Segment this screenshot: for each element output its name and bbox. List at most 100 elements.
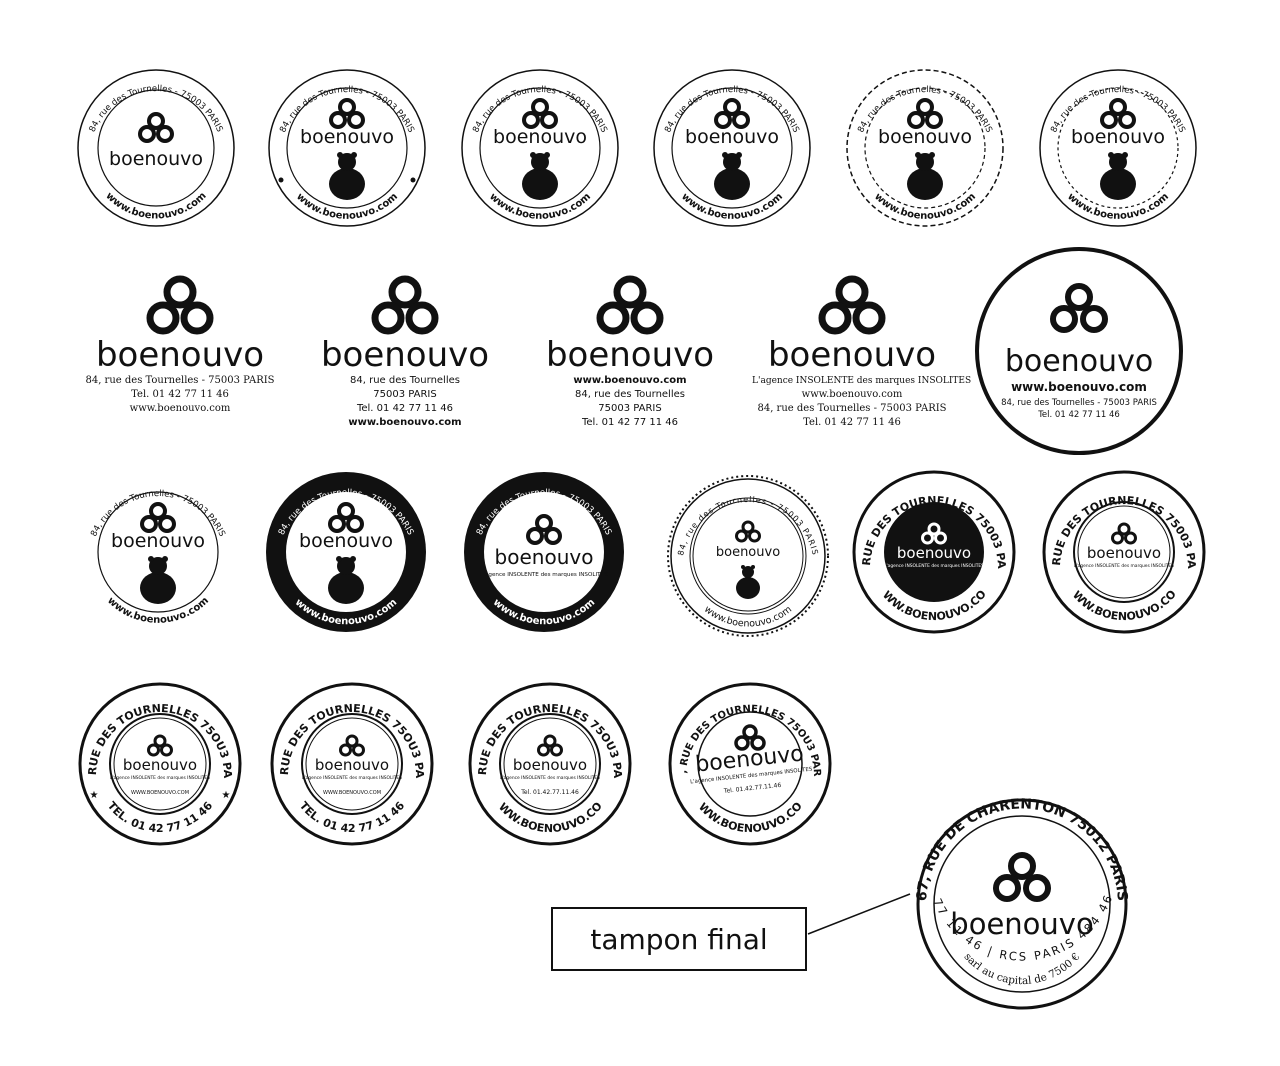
stamp-r3-6-svg: 84, RUE DES TOURNELLES 75003 PARIS WWW.B… bbox=[1042, 470, 1206, 634]
logo-rings-icon bbox=[714, 98, 750, 129]
svg-text:67, RUE DE CHARENTON 75012 PAR: 67, RUE DE CHARENTON 75012 PARIS bbox=[914, 796, 1130, 901]
stamp-r2-tel: Tel. 01 42 77 11 46 bbox=[1037, 410, 1120, 420]
stamp-r4-2-tagline: L'agence INSOLENTE des marques INSOLITES bbox=[302, 775, 402, 781]
stamp-r4-3-tel: Tel. 01.42.77.11.46 bbox=[520, 789, 579, 796]
star-icon: ★ bbox=[90, 790, 99, 801]
stamp-r3-5-tagline: L'agence INSOLENTE des marques INSOLITES bbox=[884, 563, 984, 569]
logo-rings-icon bbox=[735, 520, 761, 543]
bear-silhouette-icon bbox=[907, 152, 943, 200]
stamp-r3-6: 84, RUE DES TOURNELLES 75003 PARIS WWW.B… bbox=[1040, 468, 1208, 636]
stamp-r3-4: 84, rue des Tournelles - 75003 PARIS www… bbox=[664, 470, 832, 642]
stamp-r3-1-svg: 84, rue des Tournelles - 75003 PARIS www… bbox=[89, 489, 227, 626]
logo-rings-icon bbox=[526, 514, 562, 545]
stamp-r1-4: 84, rue des Tournelles - 75003 PARIS www… bbox=[652, 66, 812, 230]
logo-rings-icon bbox=[734, 724, 766, 751]
stamp-r3-5-svg: 84, RUE DES TOURNELLES 75003 PARIS WWW.B… bbox=[852, 470, 1016, 634]
logo-block-2-tel: Tel. 01 42 77 11 46 bbox=[356, 403, 454, 414]
logo-block-4: boenouvo L'agence INSOLENTE des marques … bbox=[752, 274, 972, 430]
logo-block-4-tagline: L'agence INSOLENTE des marques INSOLITES bbox=[752, 376, 972, 386]
logo-block-1: boenouvo 84, rue des Tournelles - 75003 … bbox=[80, 274, 280, 416]
logo-block-2-address: 84, rue des Tournelles bbox=[350, 375, 460, 386]
stamp-r1-3: 84, rue des Tournelles - 75003 PARIS www… bbox=[460, 66, 620, 230]
logo-rings-icon bbox=[146, 275, 214, 335]
stamp-r1-3-brand: boenouvo bbox=[493, 126, 587, 148]
logo-block-2-brand: boenouvo bbox=[321, 335, 489, 375]
stamp-r1-1-brand: boenouvo bbox=[109, 148, 203, 170]
final-stamp-svg: 67, RUE DE CHARENTON 75012 PARIS 01 42 7… bbox=[914, 796, 1130, 1010]
logo-rings-icon bbox=[1111, 522, 1137, 545]
logo-block-3-tel: Tel. 01 42 77 11 46 bbox=[581, 417, 679, 428]
stamp-r1-1-svg: 84, rue des Tournelles - 75003 PARIS www… bbox=[77, 69, 235, 227]
final-stamp-brand: boenouvo bbox=[950, 907, 1093, 941]
stamp-r4-4-tel: Tel. 01.42.77.11.46 bbox=[723, 782, 782, 795]
final-stamp-street: 67, RUE DE CHARENTON 75012 PARIS bbox=[914, 796, 1130, 901]
stamp-r1-2: 84, rue des Tournelles - 75003 PARIS www… bbox=[267, 66, 427, 230]
stamp-r4-2-brand: boenouvo bbox=[315, 756, 389, 774]
logo-block-1-web: www.boenouvo.com bbox=[129, 403, 231, 414]
logo-rings-icon bbox=[907, 98, 943, 129]
logo-block-4-brand: boenouvo bbox=[768, 335, 936, 375]
stamp-r4-1-web: WWW.BOENOUVO.COM bbox=[131, 790, 189, 796]
bear-silhouette-icon bbox=[522, 152, 558, 200]
logo-rings-icon bbox=[371, 275, 439, 335]
logo-block-4-web: www.boenouvo.com bbox=[801, 389, 903, 400]
final-stamp-label: tampon final bbox=[551, 907, 807, 971]
stamp-r4-1-svg: 84, RUE DES TOURNELLES 75OU3 PARIS TEL. … bbox=[78, 682, 242, 846]
logo-rings-icon bbox=[537, 734, 563, 757]
stamp-r3-1-brand: boenouvo bbox=[111, 530, 205, 552]
logo-rings-icon bbox=[140, 502, 176, 533]
logo-block-1-address: 84, rue des Tournelles - 75003 PARIS bbox=[85, 375, 275, 386]
logo-rings-icon bbox=[596, 275, 664, 335]
stamp-r3-5: 84, RUE DES TOURNELLES 75003 PARIS WWW.B… bbox=[850, 468, 1018, 636]
logo-block-3-svg: boenouvo bbox=[546, 275, 714, 375]
stamp-r3-5-brand: boenouvo bbox=[897, 544, 971, 562]
logo-block-4-svg: boenouvo bbox=[768, 275, 936, 375]
stamp-r1-6: 84, rue des Tournelles - 75003 PARIS www… bbox=[1038, 66, 1198, 230]
stamp-r4-2-svg: 84, RUE DES TOURNELLES 75OU3 PARIS TEL. … bbox=[270, 682, 434, 846]
stamp-r3-3: 84, rue des Tournelles - 75003 PARIS www… bbox=[462, 470, 626, 634]
stamp-r4-2: 84, RUE DES TOURNELLES 75OU3 PARIS TEL. … bbox=[268, 680, 436, 848]
bear-silhouette-icon bbox=[140, 556, 176, 604]
bear-silhouette-icon bbox=[329, 152, 365, 200]
stamp-r3-2-brand: boenouvo bbox=[299, 530, 393, 552]
stamp-r3-3-svg: 84, rue des Tournelles - 75003 PARIS www… bbox=[464, 472, 624, 632]
logo-block-1-brand: boenouvo bbox=[96, 335, 264, 375]
stamp-r3-4-brand: boenouvo bbox=[716, 545, 780, 560]
logo-block-4-address: 84, rue des Tournelles - 75003 PARIS bbox=[757, 403, 947, 414]
logo-rings-icon bbox=[818, 275, 886, 335]
stamp-r3-1: 84, rue des Tournelles - 75003 PARIS www… bbox=[78, 470, 238, 634]
stamp-r1-2-svg: 84, rue des Tournelles - 75003 PARIS www… bbox=[268, 69, 426, 227]
logo-block-1-svg: boenouvo bbox=[96, 275, 264, 375]
logo-block-2-svg: boenouvo bbox=[321, 275, 489, 375]
stamp-r4-1: 84, RUE DES TOURNELLES 75OU3 PARIS TEL. … bbox=[72, 680, 248, 848]
stamp-r2-address: 84, rue des Tournelles - 75003 PARIS bbox=[1001, 398, 1157, 408]
logo-rings-icon bbox=[1100, 98, 1136, 129]
logo-rings-icon bbox=[1050, 283, 1108, 333]
logo-rings-icon bbox=[339, 734, 365, 757]
stamp-r4-3-tagline: L'agence INSOLENTE des marques INSOLITES bbox=[500, 775, 600, 781]
stamp-r1-5-brand: boenouvo bbox=[878, 126, 972, 148]
stamp-r4-4: 84, RUE DES TOURNELLES 75OU3 PARIS WWW.B… bbox=[666, 680, 834, 848]
logo-block-3-brand: boenouvo bbox=[546, 335, 714, 375]
stamp-r3-6-tagline: L'agence INSOLENTE des marques INSOLITES bbox=[1074, 563, 1174, 569]
logo-rings-icon bbox=[522, 98, 558, 129]
stamp-r1-6-brand: boenouvo bbox=[1071, 126, 1165, 148]
stamp-r4-2-web: WWW.BOENOUVO.COM bbox=[323, 790, 381, 796]
logo-block-2-city: 75003 PARIS bbox=[373, 389, 437, 400]
stamp-r3-4-svg: 84, rue des Tournelles - 75003 PARIS www… bbox=[667, 475, 829, 637]
stamp-r1-6-svg: 84, rue des Tournelles - 75003 PARIS www… bbox=[1039, 69, 1197, 227]
stamp-r1-4-svg: 84, rue des Tournelles - 75003 PARIS www… bbox=[653, 69, 811, 227]
logo-block-3: boenouvo www.boenouvo.com 84, rue des To… bbox=[530, 274, 730, 430]
stamp-r3-6-brand: boenouvo bbox=[1087, 544, 1161, 562]
bear-silhouette-icon bbox=[714, 152, 750, 200]
stamp-r1-2-brand: boenouvo bbox=[300, 126, 394, 148]
stamp-r2-circle-svg: boenouvo www.boenouvo.com 84, rue des To… bbox=[975, 247, 1183, 455]
bear-silhouette-icon bbox=[1100, 152, 1136, 200]
logo-rings-icon bbox=[147, 734, 173, 757]
stamp-r4-1-tagline: L'agence INSOLENTE des marques INSOLITES bbox=[110, 775, 210, 781]
logo-block-3-city: 75003 PARIS bbox=[598, 403, 662, 414]
star-icon: ★ bbox=[222, 790, 231, 801]
stamp-r4-3-svg: 84, RUE DES TOURNELLES 75OU3 PARIS WWW.B… bbox=[468, 682, 632, 846]
stamp-r2-brand: boenouvo bbox=[1005, 344, 1153, 379]
stamp-r3-2: 84, rue des Tournelles - 75003 PARIS www… bbox=[264, 470, 428, 634]
